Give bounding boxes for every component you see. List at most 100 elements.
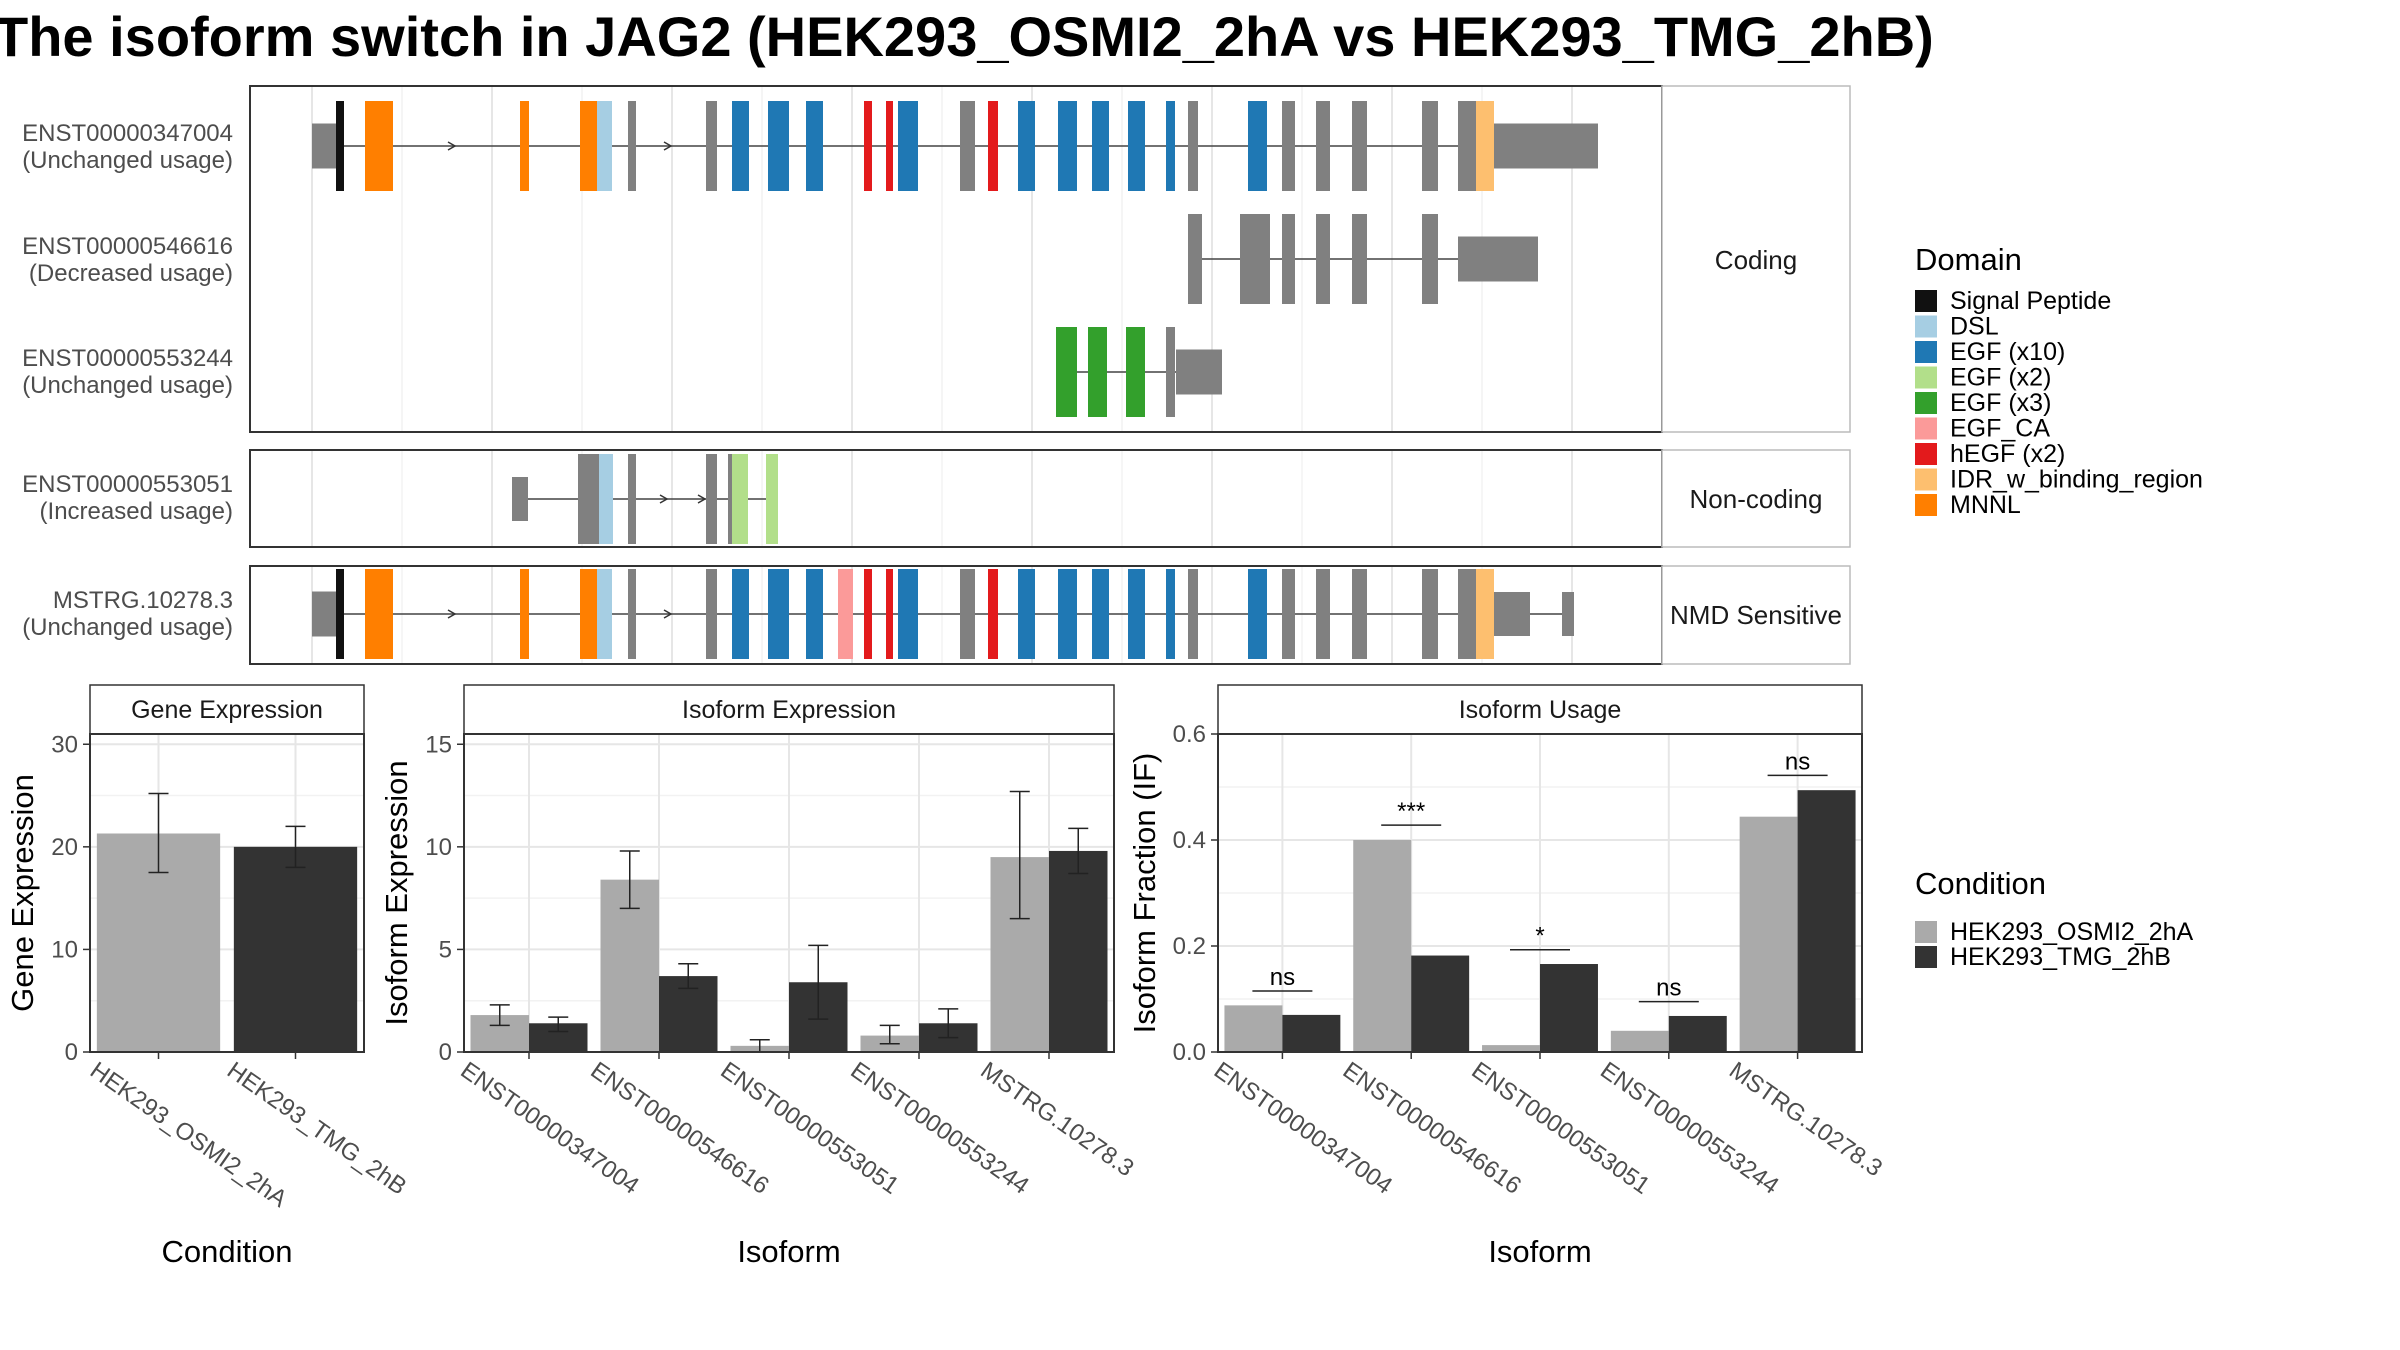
strip-noncoding: Non-coding (1690, 484, 1823, 514)
exon (1316, 101, 1330, 191)
exon (706, 454, 717, 544)
domain-exon (864, 569, 872, 659)
domain-legend-swatch (1915, 315, 1937, 338)
exon (1494, 592, 1530, 636)
domain-exon (898, 569, 918, 659)
y-tick-label: 0.6 (1173, 721, 1206, 748)
domain-exon (988, 101, 998, 191)
domain-exon (597, 569, 612, 659)
exon (1240, 214, 1270, 304)
condition-legend-label: HEK293_OSMI2_2hA (1950, 918, 2194, 946)
significance-label: ns (1270, 964, 1295, 991)
exon (1352, 214, 1367, 304)
transcript-structure (1188, 214, 1538, 304)
domain-legend-swatch (1915, 392, 1937, 414)
transcript-id: ENST00000553051 (22, 471, 233, 498)
domain-legend-swatch (1915, 290, 1937, 312)
domain-exon (806, 101, 823, 191)
strand-arrow (447, 609, 457, 619)
domain-exon (580, 569, 597, 659)
strand-arrow (447, 141, 457, 151)
exon (628, 454, 636, 544)
exon (706, 569, 717, 659)
bar (1282, 1014, 1341, 1052)
domain-legend-label: Signal Peptide (1950, 287, 2111, 315)
strand-arrow (663, 609, 673, 619)
domain-exon (1128, 569, 1145, 659)
y-axis-title: Isoform Expression (379, 760, 414, 1025)
bar (1540, 964, 1598, 1052)
domain-exon (1088, 327, 1107, 417)
significance-label: ns (1785, 748, 1810, 775)
domain-exon (768, 569, 789, 659)
exon (312, 123, 338, 169)
y-tick-label: 0.0 (1173, 1039, 1206, 1066)
transcript-usage: (Unchanged usage) (22, 147, 233, 174)
domain-exon (1248, 569, 1267, 659)
domain-legend-swatch (1915, 468, 1937, 491)
exon (1176, 349, 1222, 395)
domain-exon (1476, 569, 1494, 659)
domain-legend-label: EGF (x2) (1950, 364, 2051, 392)
strand-arrow (663, 141, 673, 151)
transcript-usage: (Increased usage) (40, 498, 233, 525)
bar (1797, 790, 1856, 1052)
exon (1458, 236, 1538, 282)
y-tick-label: 5 (439, 936, 452, 963)
exon (628, 101, 636, 191)
domain-legend-label: DSL (1950, 313, 1999, 341)
exon (512, 477, 528, 521)
significance-label: ns (1656, 975, 1681, 1002)
strip-nmd: NMD Sensitive (1670, 600, 1842, 630)
domain-legend-swatch (1915, 366, 1937, 389)
bar (233, 846, 358, 1052)
panel-strip (463, 684, 1115, 735)
y-tick-label: 0.4 (1173, 827, 1206, 854)
domain-exon (520, 101, 529, 191)
panel-strip-label: Isoform Usage (1459, 696, 1622, 724)
exon (1282, 214, 1295, 304)
exon (1282, 569, 1295, 659)
exon (1422, 101, 1438, 191)
transcript-structure (312, 569, 1574, 659)
exon (628, 569, 636, 659)
y-tick-label: 10 (51, 936, 78, 963)
exon (1422, 569, 1438, 659)
condition-legend-label: HEK293_TMG_2hB (1950, 943, 2171, 971)
exon (1316, 214, 1330, 304)
exon (1188, 569, 1198, 659)
domain-exon (1058, 101, 1077, 191)
exon (1188, 101, 1198, 191)
y-tick-label: 10 (425, 834, 452, 861)
exon (728, 454, 732, 544)
bar (1482, 1045, 1540, 1052)
domain-exon (732, 101, 749, 191)
domain-exon (1166, 101, 1175, 191)
exon (960, 569, 975, 659)
exon (1352, 101, 1367, 191)
y-axis-title: Gene Expression (5, 774, 40, 1012)
exon (1166, 327, 1175, 417)
domain-exon (768, 101, 789, 191)
domain-legend-swatch (1915, 417, 1937, 440)
domain-exon (1092, 569, 1109, 659)
strip-coding: Coding (1715, 245, 1797, 275)
x-axis-title: Condition (162, 1234, 293, 1269)
bar (1224, 1005, 1283, 1052)
domain-legend-title: Domain (1915, 242, 2022, 277)
domain-exon (732, 454, 748, 544)
transcript-structures (312, 101, 1598, 659)
bar (1049, 850, 1108, 1052)
transcript-structure (1056, 327, 1222, 417)
bar (1353, 840, 1412, 1052)
x-axis-title: Isoform (1488, 1234, 1591, 1269)
domain-exon (365, 569, 393, 659)
exon (706, 101, 717, 191)
strand-arrow (697, 494, 707, 504)
domain-legend-swatch (1915, 341, 1937, 363)
significance-label: *** (1397, 798, 1425, 825)
transcript-id: ENST00000546616 (22, 233, 233, 260)
